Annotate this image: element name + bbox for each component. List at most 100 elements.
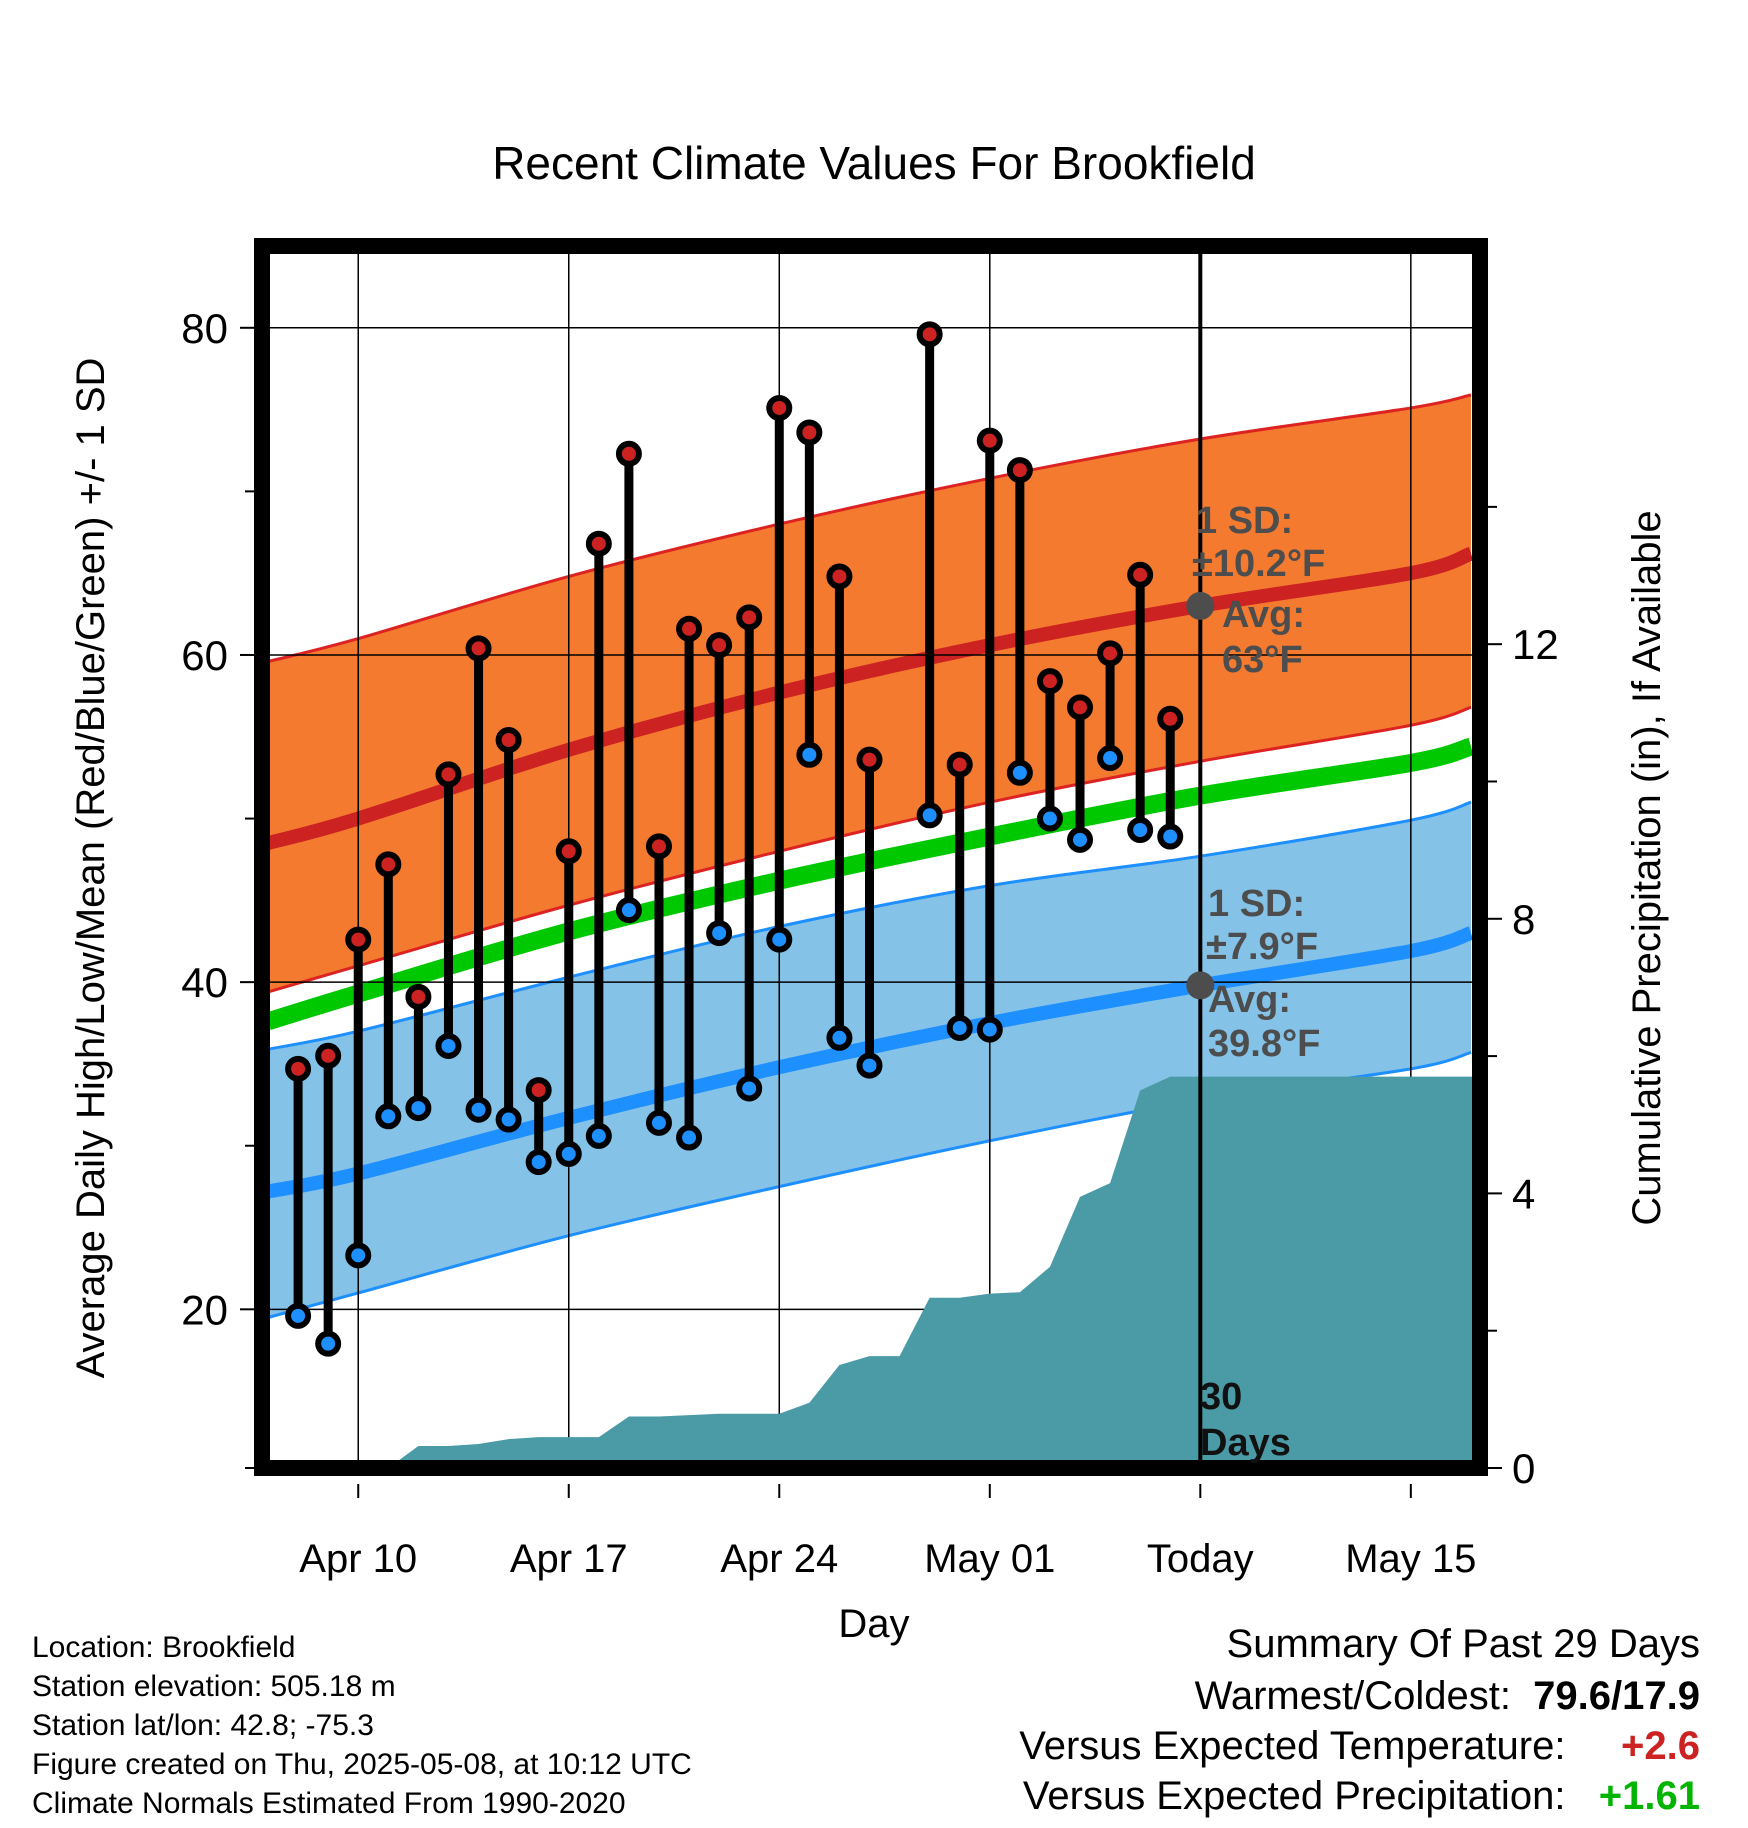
high-point xyxy=(615,440,642,467)
y-right-axis-label: Cumulative Precipitation (in), If Availa… xyxy=(1625,510,1669,1225)
high-point xyxy=(766,394,793,421)
normals-text: Climate Normals Estimated From 1990-2020 xyxy=(32,1787,626,1820)
high-point xyxy=(736,604,763,631)
warmest-coldest-value: 79.6/17.9 xyxy=(1533,1674,1700,1718)
low-point xyxy=(1036,805,1063,832)
high-avg-value: 63°F xyxy=(1222,639,1303,681)
high-point xyxy=(1127,561,1154,588)
high-normal-line xyxy=(266,546,1474,850)
low-point xyxy=(495,1106,522,1133)
low-sd-label: 1 SD: xyxy=(1208,883,1305,925)
y-left-tick-label: 20 xyxy=(181,1286,228,1333)
chart-title: Recent Climate Values For Brookfield xyxy=(492,137,1256,189)
high-point xyxy=(796,419,823,446)
low-point xyxy=(435,1032,462,1059)
high-point xyxy=(1097,640,1124,667)
high-point xyxy=(405,983,432,1010)
high-point xyxy=(495,727,522,754)
high-point xyxy=(1157,705,1184,732)
period-number: 30 xyxy=(1200,1376,1242,1418)
x-tick-label: Apr 10 xyxy=(299,1537,417,1581)
x-tick-label: Apr 24 xyxy=(720,1537,838,1581)
y-left-tick-label: 40 xyxy=(181,959,228,1006)
high-point xyxy=(285,1055,312,1082)
summary-warmest-coldest: Warmest/Coldest: 79.6/17.9 xyxy=(1195,1676,1700,1716)
low-point xyxy=(916,802,943,829)
high-point xyxy=(676,615,703,642)
low-point xyxy=(706,920,733,947)
temperature-label: Versus Expected Temperature: xyxy=(1019,1724,1566,1768)
low-sd-value: ±7.9°F xyxy=(1206,926,1318,968)
high-sd-upper-edge xyxy=(267,393,1472,663)
low-point xyxy=(736,1075,763,1102)
y-right-tick-label: 4 xyxy=(1512,1170,1535,1217)
precipitation-label: Versus Expected Precipitation: xyxy=(1022,1774,1566,1818)
x-tick-label: Apr 17 xyxy=(510,1537,628,1581)
high-point xyxy=(465,635,492,662)
elevation-text: Station elevation: 505.18 m xyxy=(32,1670,396,1703)
precipitation-value: +1.61 xyxy=(1598,1774,1700,1818)
low-point xyxy=(345,1242,372,1269)
low-point xyxy=(405,1095,432,1122)
high-point xyxy=(1036,668,1063,695)
high-point xyxy=(946,751,973,778)
y-left-tick-label: 60 xyxy=(181,632,228,679)
high-point xyxy=(1067,694,1094,721)
x-axis-label: Day xyxy=(838,1602,909,1646)
high-point xyxy=(435,761,462,788)
low-point xyxy=(375,1103,402,1130)
daily-points xyxy=(285,321,1184,1357)
low-point xyxy=(856,1052,883,1079)
high-point xyxy=(525,1077,552,1104)
created-text: Figure created on Thu, 2025-05-08, at 10… xyxy=(32,1748,692,1781)
high-point xyxy=(345,926,372,953)
low-point xyxy=(1006,759,1033,786)
high-point xyxy=(555,838,582,865)
low-point xyxy=(645,1109,672,1136)
low-point xyxy=(676,1124,703,1151)
temperature-value: +2.6 xyxy=(1621,1724,1700,1768)
low-point xyxy=(976,1016,1003,1043)
high-sd-lower-edge xyxy=(267,705,1472,994)
low-point xyxy=(555,1140,582,1167)
y-right-tick-label: 12 xyxy=(1512,621,1559,668)
y-right-tick-label: 8 xyxy=(1512,896,1535,943)
high-point xyxy=(826,563,853,590)
high-sd-value: ±10.2°F xyxy=(1192,543,1325,585)
latlon-text: Station lat/lon: 42.8; -75.3 xyxy=(32,1709,374,1742)
plot-frame xyxy=(254,238,1488,1476)
x-tick-label: May 01 xyxy=(924,1537,1055,1581)
low-point xyxy=(766,926,793,953)
low-point xyxy=(285,1302,312,1329)
low-avg-label: Avg: xyxy=(1208,979,1291,1021)
high-point xyxy=(1006,457,1033,484)
low-point xyxy=(1127,817,1154,844)
axes: Apr 10 Apr 17 Apr 24 May 01 Today May 1520406… xyxy=(69,137,1669,1646)
low-point xyxy=(615,897,642,924)
y-right-tick-label: 0 xyxy=(1512,1445,1535,1492)
low-normal-marker xyxy=(1186,971,1215,1000)
high-point xyxy=(375,851,402,878)
low-normal-line xyxy=(266,926,1474,1199)
x-tick-label: May 15 xyxy=(1345,1537,1476,1581)
high-normal-marker xyxy=(1186,591,1215,620)
low-point xyxy=(585,1122,612,1149)
period-unit: Days xyxy=(1200,1422,1291,1464)
location-text: Location: Brookfield xyxy=(32,1631,296,1664)
low-point xyxy=(1097,745,1124,772)
low-point xyxy=(315,1330,342,1357)
low-point xyxy=(465,1096,492,1123)
low-avg-value: 39.8°F xyxy=(1208,1023,1320,1065)
high-avg-label: Avg: xyxy=(1222,594,1305,636)
warmest-coldest-label: Warmest/Coldest: xyxy=(1194,1674,1511,1718)
low-point xyxy=(946,1014,973,1041)
high-point xyxy=(645,833,672,860)
low-point xyxy=(796,741,823,768)
y-left-tick-label: 80 xyxy=(181,305,228,352)
daily-range-stems xyxy=(293,329,1175,1349)
high-sd-label: 1 SD: xyxy=(1196,500,1293,542)
x-tick-label: Today xyxy=(1147,1537,1254,1581)
high-point xyxy=(585,530,612,557)
